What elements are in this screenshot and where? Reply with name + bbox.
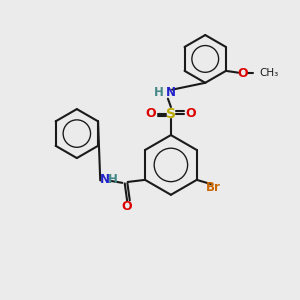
Text: H: H <box>108 173 118 186</box>
Text: S: S <box>166 106 176 121</box>
Text: H: H <box>154 86 164 100</box>
Text: O: O <box>186 107 196 120</box>
Text: O: O <box>122 200 132 213</box>
Text: O: O <box>146 107 156 120</box>
Text: N: N <box>166 86 176 100</box>
Text: CH₃: CH₃ <box>260 68 279 78</box>
Text: N: N <box>99 173 110 186</box>
Text: Br: Br <box>206 182 221 194</box>
Text: O: O <box>237 67 248 80</box>
